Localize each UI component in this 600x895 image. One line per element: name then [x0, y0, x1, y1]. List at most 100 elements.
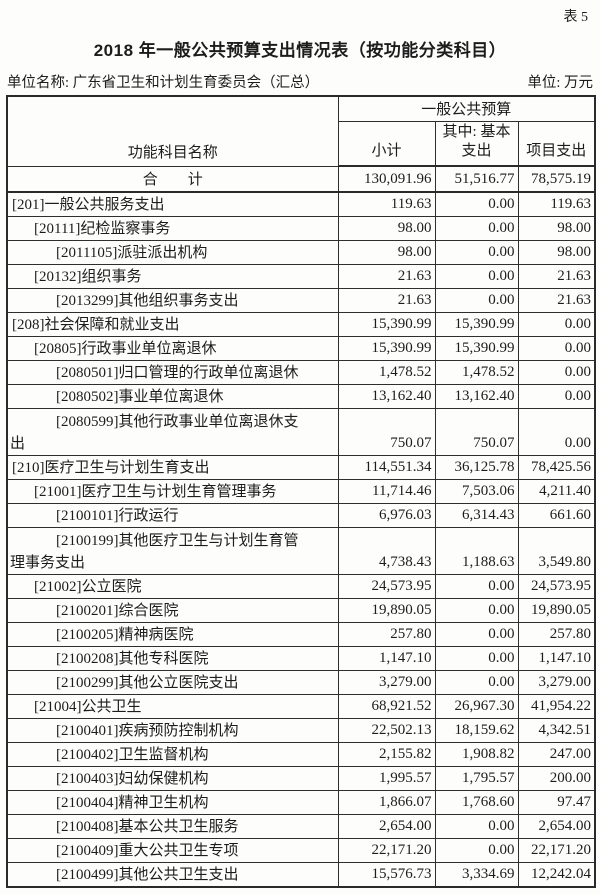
subtotal-cell: 2,654.00 [337, 814, 436, 839]
subtotal-cell: 2,155.82 [337, 742, 436, 767]
unit-info-line: 单位名称: 广东省卫生和计划生育委员会（汇总） 单位: 万元 [7, 71, 593, 92]
project-expenditure-cell: 0.00 [517, 336, 596, 361]
subtotal-cell: 1,478.52 [337, 360, 436, 385]
function-item-name: [21004]公共卫生 [6, 694, 339, 719]
table-number: 表 5 [563, 10, 589, 25]
project-expenditure-cell: 24,573.95 [517, 574, 596, 599]
subtotal-cell: 15,390.99 [337, 336, 436, 361]
basic-expenditure-cell: 18,159.62 [434, 718, 519, 743]
subtotal-cell: 24,573.95 [337, 574, 436, 599]
table-row: [21004]公共卫生 68,921.52 26,967.30 41,954.22 [6, 694, 596, 719]
table-row: [2100208]其他专科医院 1,147.10 0.00 1,147.10 [6, 646, 596, 671]
function-item-name: [208]社会保障和就业支出 [6, 312, 339, 337]
basic-expenditure-cell: 0.00 [434, 288, 519, 313]
basic-expenditure-cell: 0.00 [434, 240, 519, 265]
subtotal-cell: 130,091.96 [337, 165, 436, 193]
subtotal-cell: 1,866.07 [337, 790, 436, 815]
general-budget-group-header: 一般公共预算 [337, 95, 596, 122]
function-item-name: [2100409]重大公共卫生专项 [6, 838, 339, 863]
basic-expenditure-cell: 1,795.57 [434, 766, 519, 791]
table-row: [201]一般公共服务支出 119.63 0.00 119.63 [6, 191, 596, 217]
table-row: [2100205]精神病医院 257.80 0.00 257.80 [6, 622, 596, 647]
project-expenditure-header-label: 项目支出 [526, 143, 587, 159]
function-item-name: [21002]公立医院 [6, 574, 339, 599]
table-row: [2100403]妇幼保健机构 1,995.57 1,795.57 200.00 [6, 766, 596, 791]
function-item-name: [2080502]事业单位离退休 [6, 384, 339, 409]
project-expenditure-cell: 0.00 [517, 408, 596, 456]
subtotal-cell: 21.63 [337, 288, 436, 313]
basic-expenditure-cell: 6,314.43 [434, 503, 519, 528]
project-expenditure-cell: 12,242.04 [517, 862, 596, 888]
table-row: [208]社会保障和就业支出 15,390.99 15,390.99 0.00 [6, 312, 596, 337]
budget-table: 功能科目名称 一般公共预算 小计 其中: 基本 支出 项目支出 合 计 130,… [6, 95, 597, 888]
subtotal-cell: 257.80 [337, 622, 436, 647]
basic-expenditure-cell: 750.07 [434, 408, 519, 456]
header-row-columns: 小计 其中: 基本 支出 项目支出 [7, 120, 596, 167]
subtotal-cell: 1,995.57 [337, 766, 436, 791]
table-row: [21002]公立医院 24,573.95 0.00 24,573.95 [6, 574, 596, 599]
project-expenditure-cell: 4,211.40 [517, 479, 596, 504]
basic-expenditure-cell: 1,478.52 [434, 360, 519, 385]
basic-expenditure-cell: 0.00 [434, 622, 519, 647]
table-row: [2080502]事业单位离退休 13,162.40 13,162.40 0.00 [6, 384, 596, 409]
basic-expenditure-cell: 26,967.30 [434, 694, 519, 719]
basic-expenditure-cell: 15,390.99 [434, 312, 519, 337]
table-row: [20132]组织事务 21.63 0.00 21.63 [6, 264, 596, 289]
function-item-name: [2100404]精神卫生机构 [6, 790, 339, 815]
function-item-name: [2100299]其他公立医院支出 [6, 670, 339, 695]
subtotal-cell: 6,976.03 [337, 503, 436, 528]
basic-expenditure-cell: 0.00 [434, 264, 519, 289]
subtotal-cell: 19,890.05 [337, 598, 436, 623]
subtotal-cell: 68,921.52 [337, 694, 436, 719]
subtotal-cell: 750.07 [337, 408, 436, 456]
project-expenditure-cell: 247.00 [517, 742, 596, 767]
table-row: [2100101]行政运行 6,976.03 6,314.43 661.60 [6, 503, 596, 528]
subtotal-cell: 22,502.13 [337, 718, 436, 743]
table-row: [21001]医疗卫生与计划生育管理事务 11,714.46 7,503.06 4,2… [6, 479, 596, 504]
function-item-name: [2100208]其他专科医院 [6, 646, 339, 671]
table-row: [2080501]归口管理的行政单位离退休 1,478.52 1,478.52 0.0… [6, 360, 596, 385]
unit-of-measure: 单位: 万元 [527, 75, 593, 91]
subtotal-cell: 3,279.00 [337, 670, 436, 695]
basic-expenditure-header-line1: 其中: 基本 [442, 124, 511, 140]
table-row: [20805]行政事业单位离退休 15,390.99 15,390.99 0.00 [6, 336, 596, 361]
basic-expenditure-cell: 0.00 [434, 191, 519, 217]
project-expenditure-cell: 257.80 [517, 622, 596, 647]
basic-expenditure-cell: 0.00 [434, 574, 519, 599]
project-expenditure-cell: 97.47 [517, 790, 596, 815]
function-item-name: [201]一般公共服务支出 [6, 191, 339, 217]
subtotal-cell: 98.00 [337, 240, 436, 265]
function-category-header: 功能科目名称 [6, 95, 339, 167]
project-expenditure-cell: 1,147.10 [517, 646, 596, 671]
project-expenditure-cell: 19,890.05 [517, 598, 596, 623]
function-item-name: [2100201]综合医院 [6, 598, 339, 623]
total-row-label: 合 计 [6, 165, 339, 193]
table-row: [2100401]疾病预防控制机构 22,502.13 18,159.62 4,342… [6, 718, 596, 743]
function-item-name: [2080599]其他行政事业单位离退休支出 [6, 408, 339, 456]
basic-expenditure-cell: 0.00 [434, 216, 519, 241]
project-expenditure-cell: 21.63 [517, 288, 596, 313]
project-expenditure-cell: 200.00 [517, 766, 596, 791]
basic-expenditure-cell: 1,908.82 [434, 742, 519, 767]
function-item-name: [2080501]归口管理的行政单位离退休 [6, 360, 339, 385]
table-row: [2100299]其他公立医院支出 3,279.00 0.00 3,279.00 [6, 670, 596, 695]
subtotal-cell: 119.63 [337, 191, 436, 217]
table-row: [2013299]其他组织事务支出 21.63 0.00 21.63 [6, 288, 596, 313]
project-expenditure-cell: 3,279.00 [517, 670, 596, 695]
total-row: 合 计 130,091.96 51,516.77 78,575.19 [6, 165, 596, 193]
subtotal-cell: 13,162.40 [337, 384, 436, 409]
subtotal-header: 小计 [337, 120, 436, 167]
subtotal-cell: 21.63 [337, 264, 436, 289]
table-row: [2100499]其他公共卫生支出 15,576.73 3,334.69 12,242… [6, 862, 596, 888]
table-row: [2100408]基本公共卫生服务 2,654.00 0.00 2,654.00 [6, 814, 596, 839]
function-item-name: [21001]医疗卫生与计划生育管理事务 [6, 479, 339, 504]
table-row: [2100409]重大公共卫生专项 22,171.20 0.00 22,171.20 [6, 838, 596, 863]
basic-expenditure-cell: 1,188.63 [434, 527, 519, 575]
basic-expenditure-cell: 51,516.77 [434, 165, 519, 193]
table-body: 合 计 130,091.96 51,516.77 78,575.19 [201]… [6, 165, 596, 888]
basic-expenditure-cell: 0.00 [434, 838, 519, 863]
function-item-name: [20132]组织事务 [6, 264, 339, 289]
project-expenditure-cell: 22,171.20 [517, 838, 596, 863]
subtotal-header-label: 小计 [371, 143, 402, 159]
function-item-name: [2100403]妇幼保健机构 [6, 766, 339, 791]
